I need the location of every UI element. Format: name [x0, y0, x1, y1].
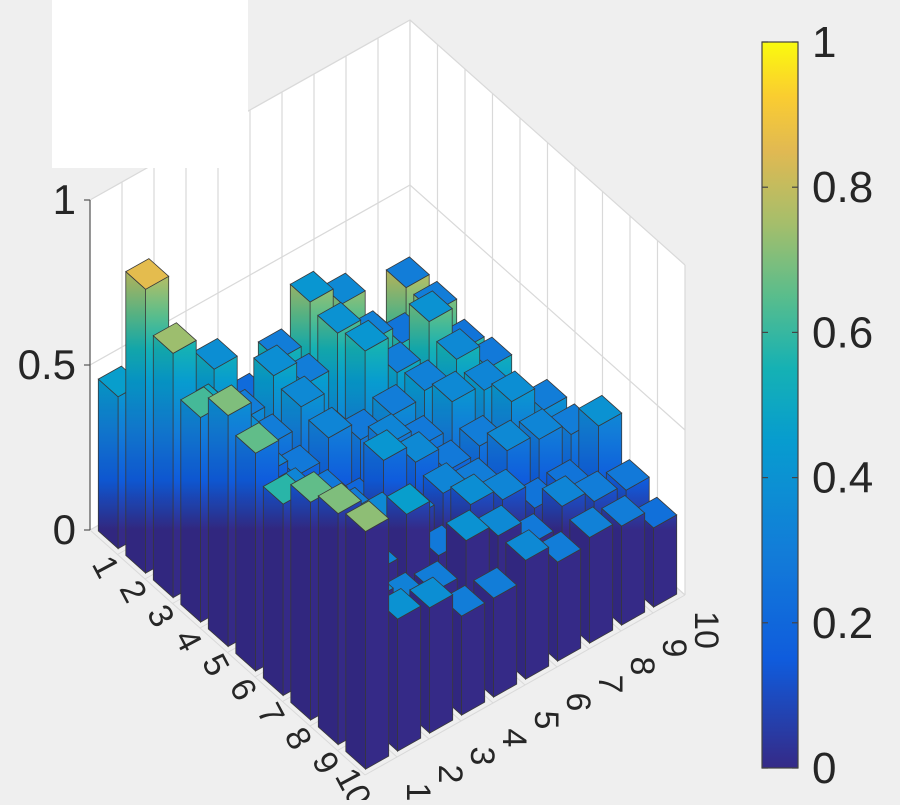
col-tick-label: 10	[687, 611, 725, 649]
col-tick-label: 7	[591, 675, 629, 694]
z-tick-label: 0.5	[18, 341, 76, 388]
row-tick-label: 7	[249, 697, 291, 732]
colorbar-tick-label: 1	[812, 18, 836, 67]
col-tick-label: 2	[431, 765, 469, 784]
bars	[97, 256, 678, 770]
row-tick-label: 3	[139, 599, 181, 634]
row-tick-label: 2	[112, 574, 154, 609]
colorbar: 0 0.2 0.4 0.6 0.8 1	[761, 18, 873, 793]
row-tick-label: 8	[277, 721, 319, 756]
bar-r10-c1	[345, 500, 390, 770]
colorbar-tick-label: 0.4	[812, 454, 873, 503]
row-tick-label: 6	[222, 672, 264, 707]
row-tick-label: 5	[194, 648, 236, 683]
z-tick-label: 0	[53, 506, 76, 553]
colorbar-bar	[761, 41, 799, 769]
z-tick-label: 1	[53, 176, 76, 223]
col-tick-label: 1	[399, 783, 437, 800]
col-tick-label: 5	[527, 711, 565, 730]
blank-panel	[52, 0, 248, 168]
col-tick-label: 3	[463, 747, 501, 766]
col-tick-label: 4	[495, 729, 533, 748]
col-tick-label: 6	[559, 693, 597, 712]
col-tick-label: 9	[655, 639, 693, 658]
colorbar-tick-label: 0.2	[812, 599, 873, 648]
row-tick-label: 4	[167, 623, 209, 658]
colorbar-tick-label: 0.6	[812, 308, 873, 357]
row-tick-label: 1	[84, 550, 126, 585]
colorbar-tick-label: 0.8	[812, 163, 873, 212]
colorbar-tick-label: 0	[812, 744, 836, 793]
col-tick-label: 8	[623, 657, 661, 676]
